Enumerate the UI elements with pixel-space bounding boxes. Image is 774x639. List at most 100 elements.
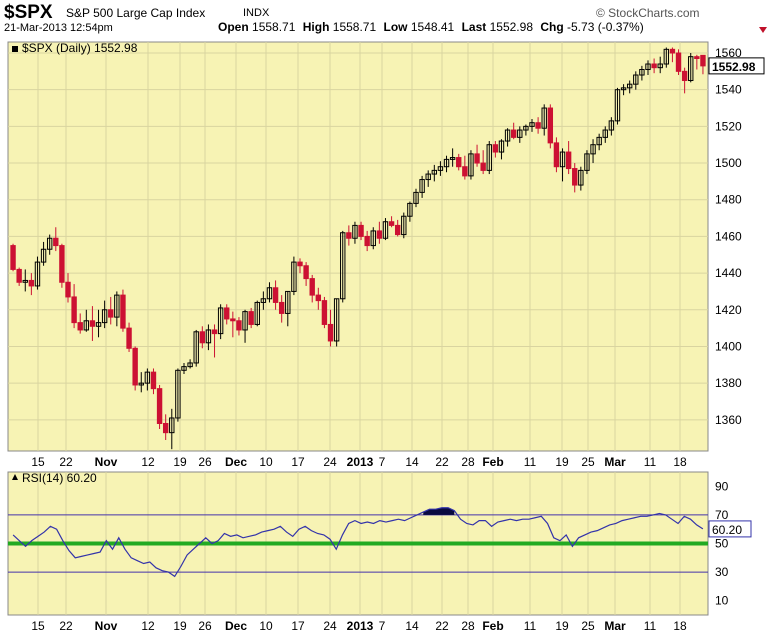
candle-body xyxy=(297,261,303,267)
candle-body xyxy=(120,294,126,329)
candle-body xyxy=(114,294,120,318)
price-y-tick-label: 1480 xyxy=(715,193,742,207)
rsi-x-tick-label: 2013 xyxy=(347,619,374,633)
candle-body xyxy=(132,347,138,386)
rsi-x-tick-label: 10 xyxy=(259,619,273,633)
candle-body xyxy=(376,230,383,239)
price-y-tick-label: 1400 xyxy=(715,339,742,353)
candle-body xyxy=(633,74,639,85)
rsi-x-tick-label: 11 xyxy=(524,619,537,633)
price-x-tick-label: 12 xyxy=(141,455,155,469)
candle-body xyxy=(456,157,462,168)
candle-body xyxy=(181,366,187,371)
candle-body xyxy=(681,70,688,82)
candle-body xyxy=(236,320,242,331)
candle-body xyxy=(22,279,28,283)
candle-body xyxy=(266,287,273,300)
candle-body xyxy=(645,63,651,71)
candle-body xyxy=(517,129,523,138)
candle-body xyxy=(510,129,517,138)
price-x-tick-label: 11 xyxy=(644,455,657,469)
candle-body xyxy=(425,173,431,181)
legend-swatch xyxy=(12,46,18,52)
candle-body xyxy=(16,268,22,283)
rsi-x-tick-label: 17 xyxy=(291,619,305,633)
candle-body xyxy=(474,153,480,164)
candle-body xyxy=(657,63,663,69)
price-x-tick-label: Nov xyxy=(95,455,118,469)
candle-body xyxy=(187,362,193,368)
candle-body xyxy=(53,237,59,247)
rsi-y-tick-label: 70 xyxy=(715,508,729,522)
candle-body xyxy=(10,245,16,270)
rsi-x-tick-label: 12 xyxy=(141,619,155,633)
candle-body xyxy=(547,107,554,144)
candle-body xyxy=(443,158,450,168)
candle-body xyxy=(535,122,541,129)
candle-body xyxy=(608,120,615,131)
rsi-x-tick-label: 28 xyxy=(461,619,475,633)
price-x-tick-label: 17 xyxy=(291,455,305,469)
candle-body xyxy=(639,69,645,76)
price-y-tick-label: 1500 xyxy=(715,156,742,170)
last-price-label: 1552.98 xyxy=(712,60,756,74)
price-x-tick-label: Mar xyxy=(604,455,626,469)
candle-body xyxy=(462,166,468,177)
rsi-x-tick-label: 22 xyxy=(435,619,449,633)
candle-body xyxy=(309,278,315,296)
rsi-y-tick-label: 50 xyxy=(715,537,729,551)
candle-body xyxy=(602,129,608,138)
candle-body xyxy=(278,301,285,314)
candle-body xyxy=(675,52,682,72)
candle-body xyxy=(126,327,132,349)
rsi-y-tick-label: 30 xyxy=(715,565,729,579)
candle-body xyxy=(401,215,407,236)
candle-body xyxy=(248,311,254,325)
ticker-symbol: $SPX xyxy=(4,2,53,23)
price-y-tick-label: 1560 xyxy=(715,46,742,60)
price-x-tick-label: 11 xyxy=(524,455,537,469)
exchange-label: INDX xyxy=(243,7,270,19)
price-x-tick-label: 2013 xyxy=(347,455,374,469)
open-label: Open xyxy=(218,20,249,34)
rsi-last-label: 60.20 xyxy=(712,523,742,537)
candle-body xyxy=(254,301,260,325)
candle-body xyxy=(315,294,322,302)
price-y-tick-label: 1420 xyxy=(715,303,742,317)
candle-body xyxy=(156,388,163,424)
candle-body xyxy=(59,245,65,283)
price-x-tick-label: 19 xyxy=(173,455,187,469)
candle-body xyxy=(138,382,144,386)
candle-body xyxy=(303,265,309,280)
candle-body xyxy=(504,129,511,142)
candle-body xyxy=(205,329,212,344)
price-legend: $SPX (Daily) 1552.98 xyxy=(22,41,138,55)
low-value: 1548.41 xyxy=(410,20,455,34)
rsi-x-tick-label: 7 xyxy=(379,619,386,633)
rsi-x-tick-label: 18 xyxy=(673,619,687,633)
candle-body xyxy=(553,142,560,168)
candle-body xyxy=(193,331,199,364)
high-label: High xyxy=(302,20,330,34)
stockcharts-logo[interactable]: © StockCharts.com xyxy=(596,6,700,20)
price-x-tick-label: 18 xyxy=(673,455,687,469)
chg-label: Chg xyxy=(540,20,564,34)
candle-body xyxy=(346,232,352,239)
candle-body xyxy=(626,83,633,89)
price-y-tick-label: 1540 xyxy=(715,83,742,97)
candle-body xyxy=(394,224,401,236)
candle-body xyxy=(370,230,376,247)
candle-body xyxy=(688,56,694,82)
candle-body xyxy=(175,369,181,419)
candle-body xyxy=(388,221,395,226)
index-name: S&P 500 Large Cap Index xyxy=(66,6,206,20)
candle-body xyxy=(333,298,340,342)
price-y-tick-label: 1380 xyxy=(715,376,742,390)
candle-body xyxy=(492,144,499,153)
price-x-tick-label: 25 xyxy=(581,455,595,469)
candle-body xyxy=(199,331,206,344)
price-x-tick-label: 24 xyxy=(323,455,337,469)
candle-body xyxy=(437,166,444,171)
price-x-tick-label: 26 xyxy=(198,455,212,469)
candle-body xyxy=(285,290,291,314)
